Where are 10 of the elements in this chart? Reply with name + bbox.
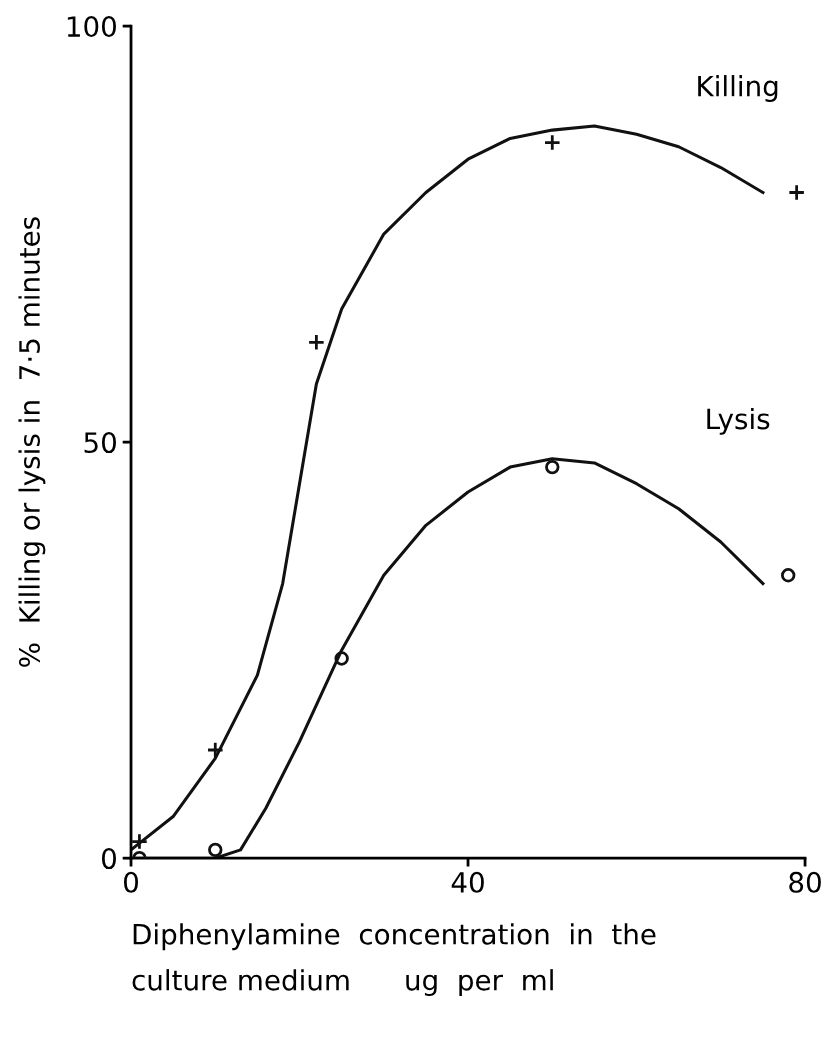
x-axis-title: Diphenylamine concentration in the culture medium ug per ml (132, 923, 656, 997)
y-tick-label: 0 (101, 848, 116, 870)
y-tick-label: 50 (84, 432, 116, 454)
x-tick-label: 80 (789, 871, 821, 893)
x-tick-label: 40 (451, 871, 484, 893)
series-label: Killing (698, 75, 778, 102)
y-tick-label: 100 (67, 16, 116, 38)
y-axis-title: % Killing or lysis in 7·5 minutes (18, 217, 46, 667)
x-tick-label: 0 (124, 871, 139, 893)
text: Lysis (707, 407, 770, 435)
